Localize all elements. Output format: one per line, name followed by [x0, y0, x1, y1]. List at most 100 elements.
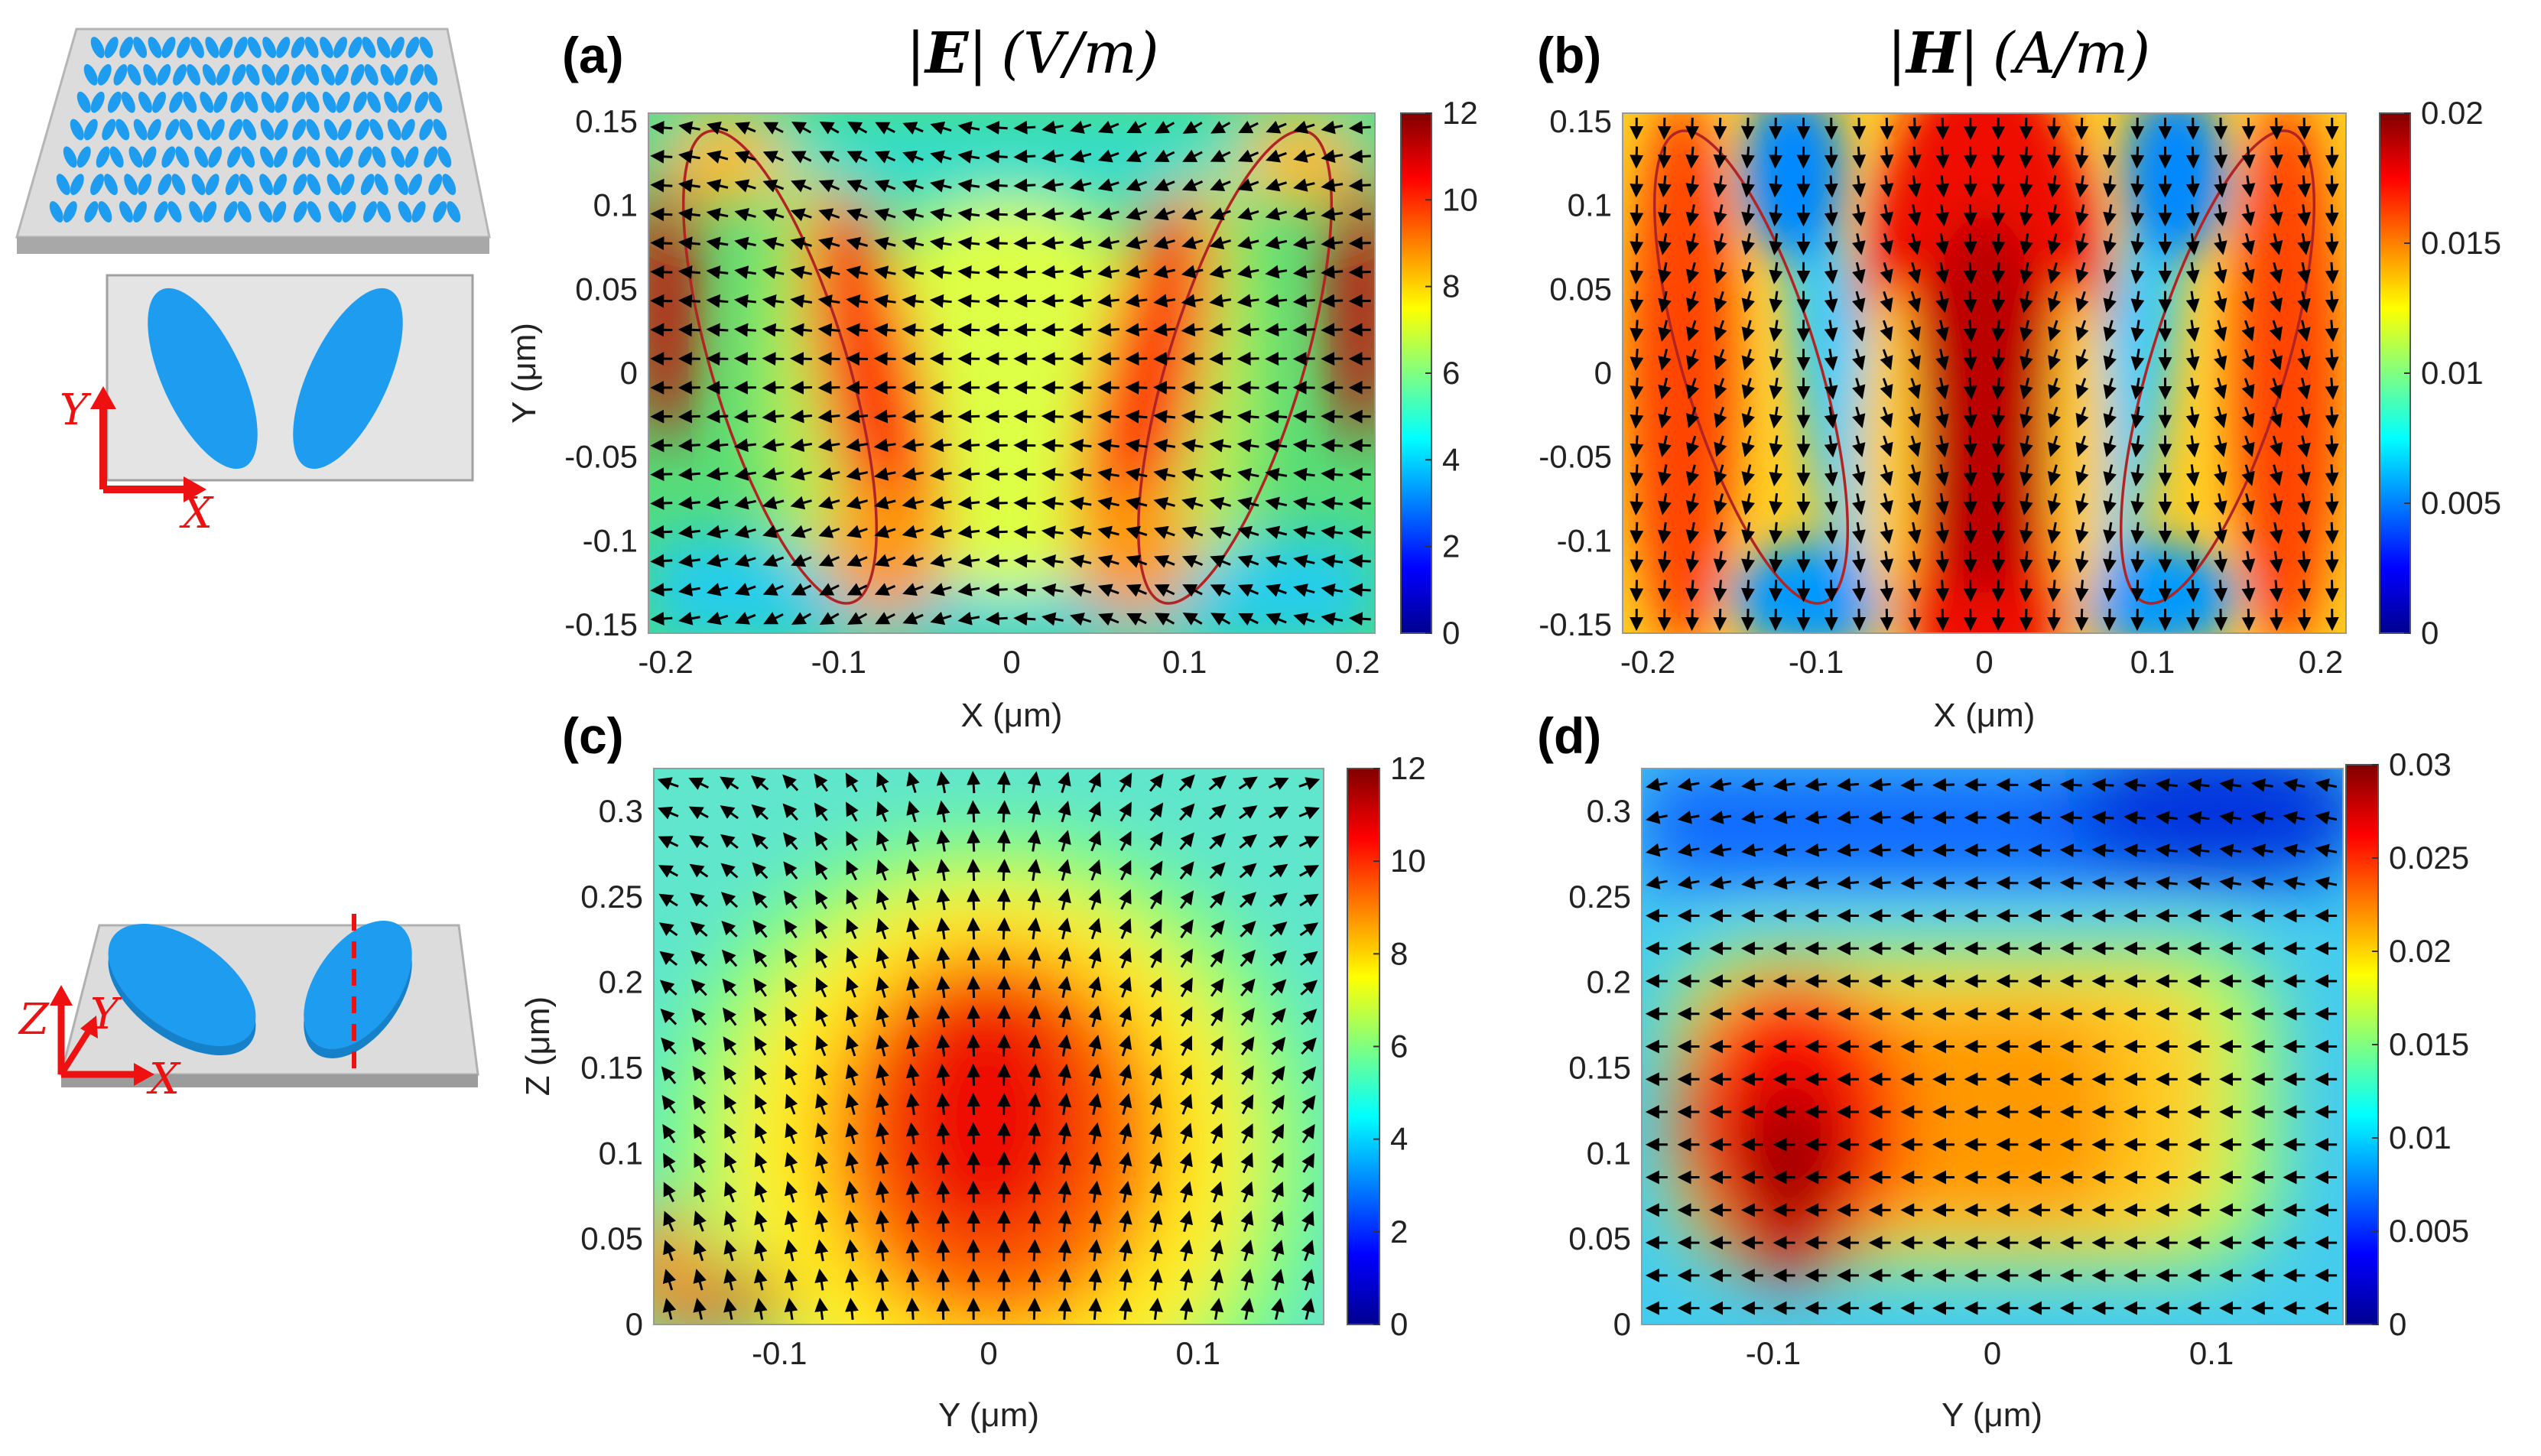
field-arrow-a	[1236, 467, 1259, 482]
field-arrow-a	[1182, 149, 1203, 162]
field-arrow-a	[1238, 120, 1259, 134]
field-arrow-a	[650, 207, 673, 222]
field-arrow-a	[929, 438, 952, 453]
field-arrow-d	[1868, 811, 1891, 825]
field-arrow-a	[734, 496, 756, 510]
field-arrow-b	[1741, 522, 1755, 544]
field-arrow-a	[790, 236, 812, 251]
field-arrow-b	[2241, 262, 2255, 284]
field-arrow-b	[1935, 609, 1950, 632]
nanoparticle	[165, 119, 180, 141]
nanoparticle	[374, 174, 388, 196]
field-arrow-a	[1238, 613, 1259, 626]
field-arrow-a	[1181, 438, 1204, 453]
field-arrow-a	[678, 611, 700, 626]
xtick-b: -0.2	[1620, 644, 1675, 680]
field-arrow-a	[1293, 149, 1315, 163]
field-arrow-b	[2102, 117, 2117, 140]
field-arrow-b	[1880, 262, 1893, 284]
field-arrow-a	[650, 121, 673, 135]
ytick-b: -0.15	[1539, 606, 1612, 642]
field-arrow-a	[706, 150, 729, 164]
field-arrow-a	[873, 265, 896, 279]
field-arrow-b	[1769, 262, 1783, 284]
colorbar-label-b: 0.02	[2421, 95, 2484, 131]
field-arrow-b	[1935, 580, 1950, 603]
field-arrow-b	[2214, 580, 2228, 603]
field-arrow-b	[2269, 406, 2283, 428]
nanoparticle	[76, 146, 91, 168]
field-arrow-a	[902, 179, 924, 193]
field-arrow-a	[1097, 467, 1119, 482]
field-arrow-a	[707, 121, 729, 135]
field-arrow-b	[2214, 262, 2227, 284]
field-arrow-b	[2185, 435, 2200, 458]
panel-title-b: |H| (A/m)	[1887, 21, 2150, 86]
field-arrow-b	[1658, 406, 1672, 429]
nanoparticle	[242, 119, 257, 141]
field-arrow-a	[930, 179, 952, 193]
nanoparticle	[337, 119, 352, 141]
nanoparticle	[442, 174, 457, 196]
field-arrow-a	[1209, 409, 1232, 424]
field-arrow-b	[2269, 146, 2283, 169]
field-arrow-a	[1237, 178, 1259, 192]
field-arrow-b	[2214, 291, 2227, 314]
field-arrow-a	[1126, 207, 1148, 221]
field-arrow-a	[1125, 438, 1148, 453]
field-arrow-a	[1013, 265, 1036, 279]
field-arrow-a	[1292, 525, 1315, 539]
nanoparticle	[260, 119, 275, 141]
field-arrow-b	[2325, 464, 2339, 487]
field-arrow-a	[677, 525, 700, 539]
field-arrow-a	[763, 612, 784, 625]
field-arrow-a	[791, 122, 812, 135]
xlabel-c: Y (μm)	[938, 1396, 1039, 1434]
nanoparticle	[109, 146, 124, 168]
colorbar-label-d: 0	[2389, 1306, 2406, 1342]
field-arrow-b	[1907, 320, 1921, 342]
field-arrow-a	[1181, 467, 1204, 482]
field-arrow-a	[957, 438, 980, 453]
field-arrow-c	[996, 1034, 1011, 1057]
nanoparticle	[157, 63, 171, 86]
field-arrow-b	[2241, 378, 2255, 399]
field-arrow-a	[677, 236, 700, 251]
field-arrow-b	[1935, 349, 1949, 371]
field-arrow-a	[1069, 409, 1092, 424]
field-arrow-a	[1209, 323, 1232, 337]
field-arrow-b	[1685, 609, 1700, 632]
field-arrow-b	[2214, 464, 2227, 486]
field-arrow-a	[1041, 265, 1064, 279]
field-arrow-b	[1630, 320, 1644, 343]
nanoparticle	[405, 146, 419, 168]
nanoparticle	[291, 91, 306, 113]
field-arrow-a	[1348, 496, 1371, 511]
field-arrow-c	[1027, 1151, 1041, 1174]
field-arrow-a	[762, 151, 784, 164]
field-arrow-b	[1714, 349, 1727, 371]
field-arrow-b	[2185, 377, 2200, 400]
field-arrow-a	[1265, 207, 1288, 221]
field-arrow-a	[650, 236, 673, 251]
field-arrow-a	[817, 265, 840, 279]
field-arrow-c	[967, 1005, 981, 1028]
field-arrow-b	[1963, 464, 1977, 487]
field-arrow-a	[1210, 178, 1231, 192]
field-arrow-a	[1125, 323, 1148, 337]
field-arrow-b	[1769, 204, 1783, 227]
field-arrow-b	[2269, 493, 2283, 515]
nanoparticle	[90, 37, 105, 58]
field-arrow-a	[1182, 584, 1203, 597]
field-arrow-b	[2075, 435, 2089, 457]
field-arrow-b	[1769, 492, 1783, 515]
field-arrow-b	[2185, 349, 2200, 371]
field-arrow-a	[1154, 613, 1175, 626]
nanoparticle	[401, 119, 415, 141]
nanoparticle	[167, 201, 182, 223]
nanoparticle	[398, 91, 412, 113]
field-arrow-b	[2130, 291, 2145, 314]
ytick-b: 0	[1594, 355, 1612, 391]
field-arrow-a	[957, 150, 980, 164]
